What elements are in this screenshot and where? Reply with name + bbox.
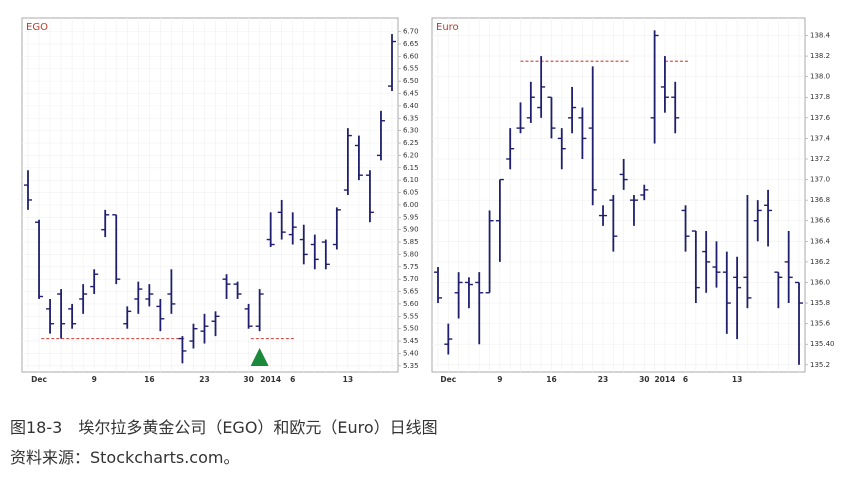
- y-tick-label: 5.90: [403, 226, 419, 234]
- y-tick-label: 6.50: [403, 77, 419, 85]
- y-tick-label: 5.95: [403, 213, 419, 221]
- y-tick-label: 137.2: [810, 155, 830, 163]
- y-tick-label: 6.65: [403, 40, 419, 48]
- y-tick-label: 5.45: [403, 337, 419, 345]
- y-tick-label: 136.2: [810, 258, 830, 266]
- y-tick-label: 136.8: [810, 196, 830, 204]
- x-tick-label: 9: [92, 375, 97, 384]
- y-tick-label: 6.30: [403, 127, 419, 135]
- plot-frame: [431, 17, 806, 373]
- y-tick-label: 5.75: [403, 263, 419, 271]
- y-tick-label: 5.55: [403, 312, 419, 320]
- y-tick-label: 6.10: [403, 176, 419, 184]
- x-tick-label: 9: [497, 375, 502, 384]
- chart-title: EGO: [26, 22, 48, 33]
- y-tick-label: 5.50: [403, 325, 419, 333]
- y-tick-label: 138.4: [810, 31, 831, 39]
- y-tick-label: 6.20: [403, 151, 419, 159]
- y-tick-label: 6.35: [403, 114, 419, 122]
- y-tick-label: 5.35: [403, 362, 419, 370]
- y-tick-label: 136.0: [810, 278, 830, 286]
- y-tick-label: 135.40: [810, 340, 835, 348]
- x-tick-label: 6: [683, 375, 688, 384]
- x-tick-label: 30: [243, 375, 253, 384]
- y-tick-label: 6.55: [403, 65, 419, 73]
- y-tick-label: 6.15: [403, 164, 419, 172]
- x-tick-label: Dec: [31, 375, 47, 384]
- y-tick-label: 137.8: [810, 93, 830, 101]
- y-tick-label: 6.05: [403, 189, 419, 197]
- x-tick-label: 16: [144, 375, 154, 384]
- y-tick-label: 5.70: [403, 275, 419, 283]
- caption-title: 图18-3 埃尔拉多黄金公司（EGO）和欧元（Euro）日线图: [10, 418, 438, 437]
- x-tick-label: 23: [598, 375, 608, 384]
- y-tick-label: 6.60: [403, 52, 419, 60]
- x-tick-label: 16: [546, 375, 556, 384]
- y-tick-label: 135.6: [810, 320, 831, 328]
- x-tick-label: 2014: [654, 375, 675, 384]
- y-tick-label: 135.8: [810, 299, 830, 307]
- y-tick-label: 5.80: [403, 250, 419, 258]
- caption-source: 资料来源：Stockcharts.com。: [10, 448, 239, 467]
- y-tick-label: 6.70: [403, 28, 419, 36]
- x-tick-label: Dec: [440, 375, 456, 384]
- y-tick-label: 5.40: [403, 349, 419, 357]
- y-tick-label: 138.0: [810, 73, 830, 81]
- y-tick-label: 6.25: [403, 139, 419, 147]
- y-tick-label: 6.45: [403, 90, 419, 98]
- x-tick-label: 2014: [260, 375, 281, 384]
- x-tick-label: 13: [732, 375, 742, 384]
- y-tick-label: 137.6: [810, 114, 831, 122]
- y-tick-label: 138.2: [810, 52, 830, 60]
- y-tick-label: 5.60: [403, 300, 419, 308]
- y-tick-label: 6.00: [403, 201, 419, 209]
- chart-title: Euro: [436, 22, 459, 33]
- signal-marker: [250, 348, 269, 366]
- x-tick-label: 6: [290, 375, 295, 384]
- y-tick-label: 137.0: [810, 176, 830, 184]
- y-tick-label: 5.85: [403, 238, 419, 246]
- y-tick-label: 6.40: [403, 102, 419, 110]
- y-tick-label: 5.65: [403, 288, 419, 296]
- x-tick-label: 13: [343, 375, 353, 384]
- y-tick-label: 137.4: [810, 134, 831, 142]
- x-tick-label: 30: [639, 375, 649, 384]
- y-tick-label: 135.2: [810, 361, 830, 369]
- x-tick-label: 23: [199, 375, 209, 384]
- y-tick-label: 136.6: [810, 217, 831, 225]
- plot-frame: [21, 17, 399, 373]
- y-tick-label: 136.4: [810, 237, 831, 245]
